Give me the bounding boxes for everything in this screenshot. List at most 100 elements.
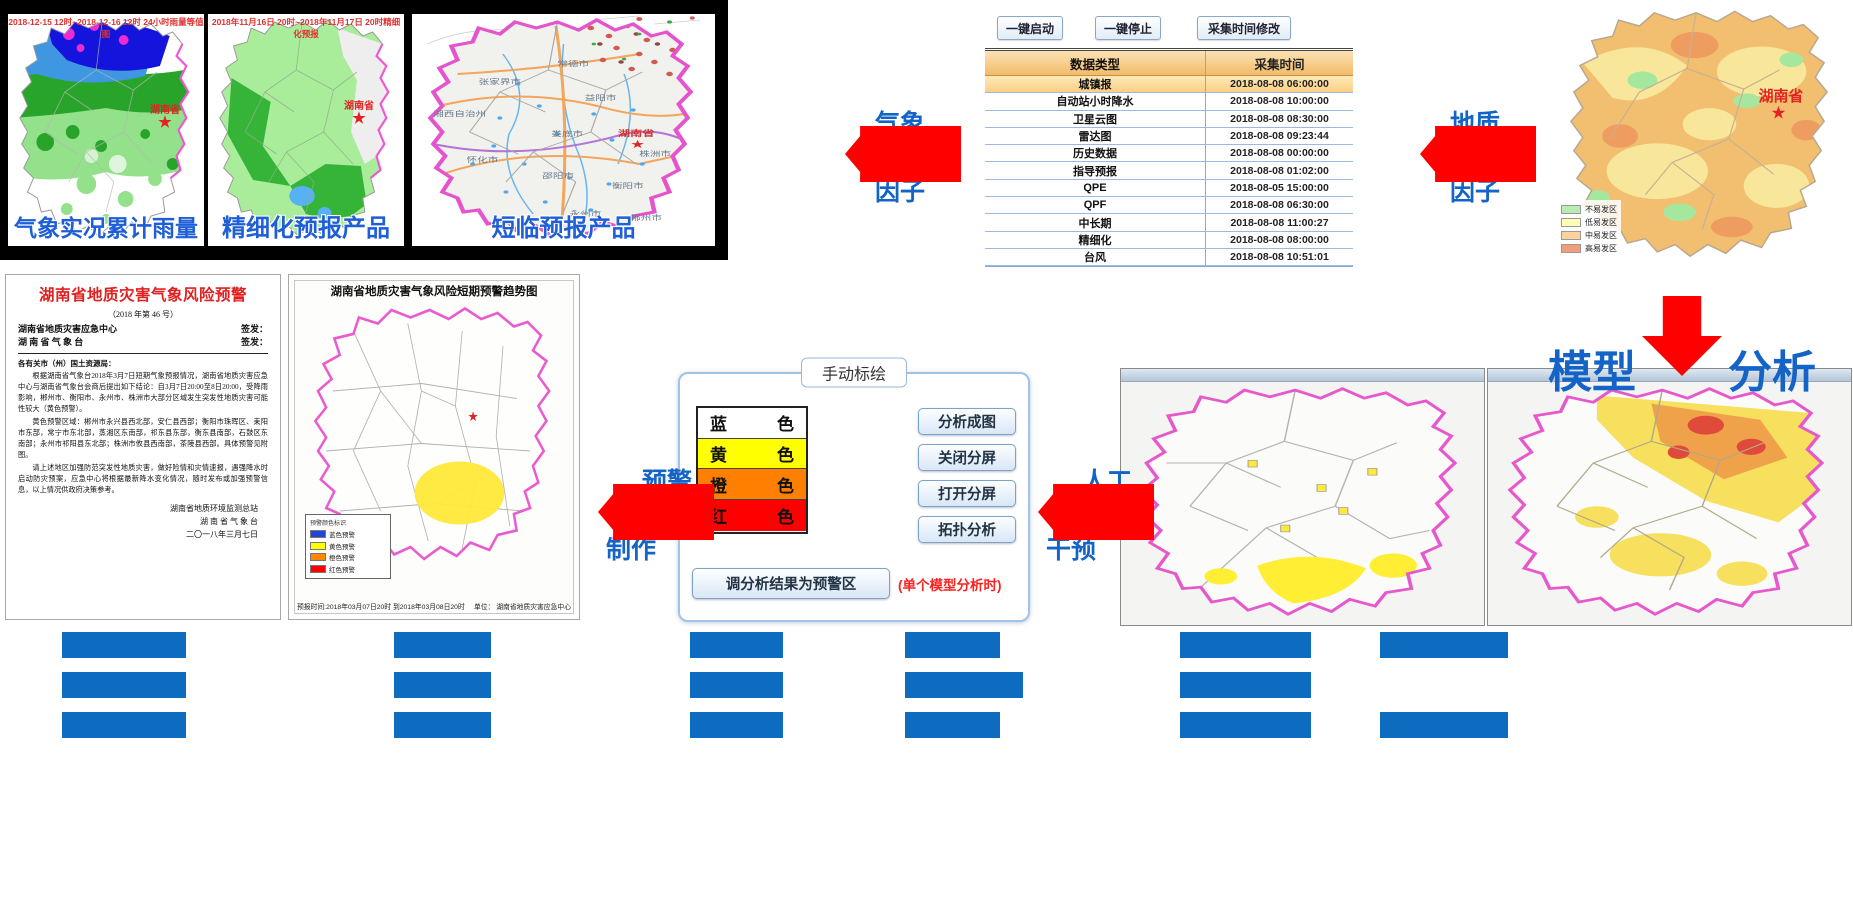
red-down-arrow-icon [1642,296,1722,376]
map-caption: 气象实况累计雨量 [14,215,198,241]
topology-analysis-button[interactable]: 拓扑分析 [918,516,1016,543]
table-row[interactable]: 城镇报 2018-08-08 06:00:00 [985,76,1353,94]
divider [18,353,268,354]
open-splitscreen-button[interactable]: 打开分屏 [918,480,1016,507]
split-screen-analysis [1120,368,1852,626]
flow-label-meteo-factor: 气象 因子 [845,100,965,208]
analyze-to-map-button[interactable]: 分析成图 [918,408,1016,435]
red-arrow-icon [845,126,961,182]
panel-title: 手动标绘 [800,357,908,388]
color-option-red[interactable]: 红色 [698,500,806,531]
analysis-map-left-image [1121,382,1484,625]
star-icon: ★ [468,408,479,424]
data-collection-table: 数据类型 采集时间 城镇报 2018-08-08 06:00:00 自动站小时降水… [985,48,1353,268]
svg-text:张家界市: 张家界市 [479,77,521,86]
legend-swatch [1561,231,1581,240]
flow-label-model-analysis: 模型 分析 [1548,296,1816,400]
star-icon: ★ [1771,103,1787,123]
svg-text:常德市: 常德市 [557,59,589,68]
table-row[interactable]: 指导预报 2018-08-08 01:02:00 [985,162,1353,180]
svg-text:湖南省: 湖南省 [618,128,654,138]
document-title: 湖南省地质灾害气象风险预警 [38,287,247,304]
svg-text:衡阳市: 衡阳市 [612,181,644,190]
table-row[interactable]: 雷达图 2018-08-08 09:23:44 [985,127,1353,146]
label-bar [1180,672,1311,698]
table-row[interactable]: 卫星云图 2018-08-08 08:30:00 [985,110,1353,128]
plot-frame [294,280,574,614]
map-date-header: 2018年11月16日 20时~2018年11月17日 20时精细化预报 [211,17,401,39]
legend-swatch [310,553,326,561]
color-option-yellow[interactable]: 黄色 [698,438,806,470]
col-header-type: 数据类型 [1069,57,1120,72]
analysis-map-right [1487,368,1852,626]
trend-map-document: 湖南省地质灾害气象风险短期预警趋势图 ★ 预警颜色标识 蓝色预警 黄色预警 橙色… [288,274,580,620]
label-bar [1180,712,1311,738]
flow-label-manual-intervention: 人工 干预 [1038,458,1158,566]
label-bar [690,712,783,738]
one-key-start-button[interactable]: 一键启动 [997,16,1063,40]
map-caption: 精细化预报产品 [222,215,390,242]
svg-text:邵阳市: 邵阳市 [542,171,574,180]
warning-color-list: 蓝色 黄色 橙色 红色 [696,406,808,534]
label-bar [1380,632,1508,658]
flow-label-warning-making: 预警 制作 [598,458,718,566]
table-row[interactable]: 台风 2018-08-08 10:51:01 [985,248,1353,267]
svg-text:娄底市: 娄底市 [551,129,583,138]
region-marker: 湖南省 ★ [344,101,374,127]
legend-swatch [310,530,326,538]
label-bar [690,672,783,698]
label-bar [1180,632,1311,658]
red-arrow-icon [1038,484,1154,540]
svg-text:株洲市: 株洲市 [639,149,671,158]
label-bar [690,632,783,658]
nowcast-map: 张家界市 湘西自治州 常德市 益阳市 怀化市 娄底市 邵阳市 衡阳市 株洲市 永… [412,14,715,246]
issuing-unit: 单位： 湖南省地质灾害应急中心 [473,604,571,611]
table-row[interactable]: 自动站小时降水 2018-08-08 10:00:00 [985,93,1353,111]
region-marker: 湖南省 ★ [150,105,180,131]
svg-text:★: ★ [630,138,645,150]
label-bar [394,632,491,658]
table-row[interactable]: 精细化 2018-08-08 08:00:00 [985,231,1353,249]
susceptibility-map-image: 湖南省 ★ [1569,10,1829,258]
red-arrow-icon [1420,126,1536,182]
warning-color-legend: 预警颜色标识 蓝色预警 黄色预警 橙色预警 红色预警 [305,514,391,579]
forecast-time: 预报时间:2018年03月07日20时 到2018年03月08日20时 [297,604,465,611]
label-bar [905,632,1000,658]
modify-collect-time-button[interactable]: 采集时间修改 [1197,16,1291,40]
analysis-map-right-image [1488,382,1851,625]
red-arrow-icon [598,484,714,540]
apply-result-to-warning-zone-button[interactable]: 调分析结果为预警区 [692,568,890,599]
table-row[interactable]: QPE 2018-08-05 15:00:00 [985,179,1353,198]
star-icon: ★ [352,110,366,127]
susceptibility-map: 湖南省 ★ 不易发区 低易发区 中易发区 高易发区 [1553,4,1851,268]
issue-number: （2018 年第 46 号） [108,310,178,319]
label-bar [905,672,1023,698]
table-row[interactable]: 中长期 2018-08-08 11:00:27 [985,214,1353,232]
map-caption: 短临预报产品 [491,215,636,242]
svg-text:永州市: 永州市 [570,209,602,218]
product-maps-panel: 2018-12-15 12时~2018-12-16 12时 24小时雨量等值图 … [0,0,728,260]
window-title-bar [1121,369,1484,382]
table-row[interactable]: QPF 2018-08-08 06:30:00 [985,197,1353,215]
rainfall-map-image [19,19,190,237]
svg-text:郴州市: 郴州市 [630,213,662,222]
svg-text:湖南省: 湖南省 [1759,87,1804,105]
legend-swatch [310,541,326,550]
table-row[interactable]: 历史数据 2018-08-08 00:00:00 [985,145,1353,163]
label-bar [394,672,491,698]
legend-swatch [1561,218,1581,227]
star-icon: ★ [158,114,172,131]
color-option-orange[interactable]: 橙色 [698,469,806,501]
trend-map-title: 湖南省地质灾害气象风险短期预警趋势图 [330,286,538,298]
one-key-stop-button[interactable]: 一键停止 [1095,16,1161,40]
susceptibility-legend: 不易发区 低易发区 中易发区 高易发区 [1557,200,1621,258]
svg-text:怀化市: 怀化市 [467,155,499,164]
table-header-row: 数据类型 采集时间 [985,51,1353,76]
close-splitscreen-button[interactable]: 关闭分屏 [918,444,1016,471]
flow-label-geo-factor: 地质 因子 [1420,100,1540,208]
manual-plot-panel: 手动标绘 蓝色 黄色 橙色 红色 分析成图 关闭分屏 打开分屏 拓扑分析 调分析… [678,357,1030,622]
single-model-note: (单个模型分析时) [898,578,1002,593]
nowcast-map-image: 张家界市 湘西自治州 常德市 益阳市 怀化市 娄底市 邵阳市 衡阳市 株洲市 永… [412,14,715,246]
color-option-blue[interactable]: 蓝色 [698,408,806,439]
